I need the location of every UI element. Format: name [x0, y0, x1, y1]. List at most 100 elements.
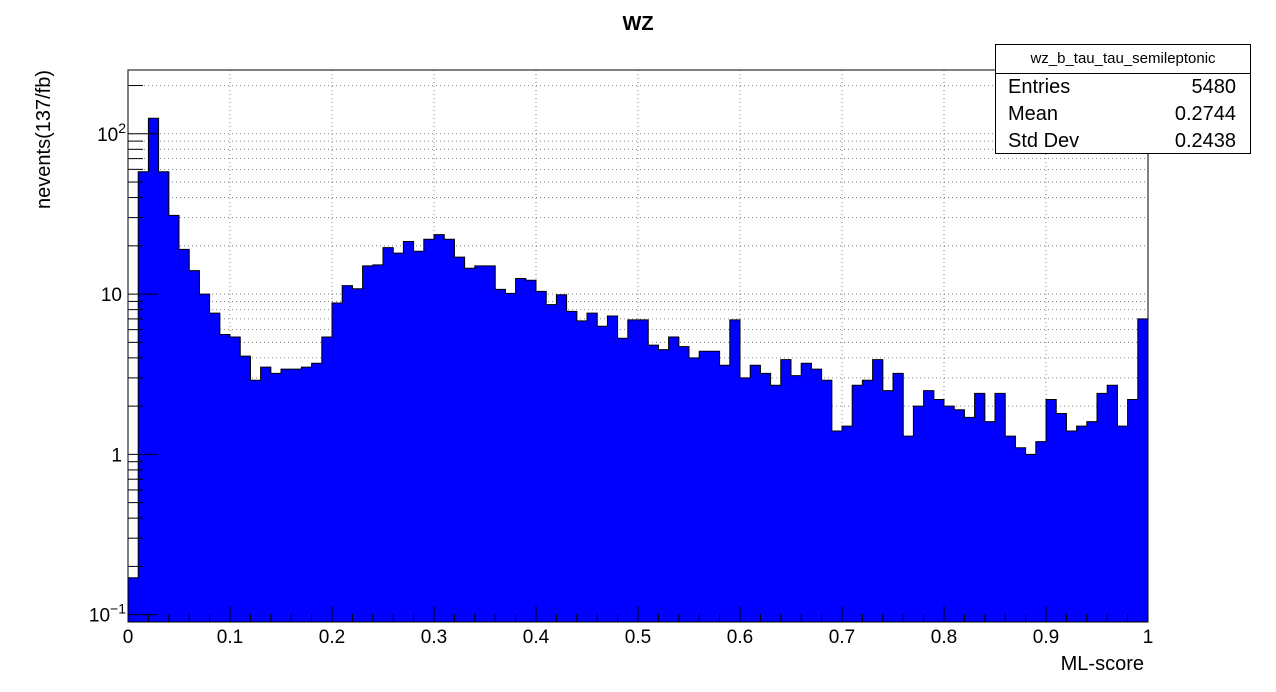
y-tick-label: 10	[101, 285, 122, 306]
histogram-bin	[138, 171, 149, 623]
histogram-bin	[862, 380, 873, 622]
histogram-bin	[311, 363, 323, 622]
histogram-bin	[678, 346, 690, 622]
histogram-bin	[454, 257, 465, 622]
histogram-bin	[699, 351, 710, 622]
histogram-bin	[893, 373, 904, 622]
stats-stddev-label: Std Dev	[1008, 130, 1080, 152]
histogram-bin	[1137, 318, 1149, 622]
histogram-bin	[230, 336, 241, 622]
stats-mean-row: Mean 0.2744	[996, 101, 1250, 128]
histogram-bin	[587, 313, 598, 622]
histogram-bin	[474, 265, 486, 622]
histogram-bin	[219, 334, 231, 622]
histogram-bin	[933, 399, 945, 622]
histogram-bin	[597, 326, 608, 622]
histogram-bin	[821, 380, 833, 622]
histogram-bin	[1107, 385, 1118, 622]
histogram-bin	[944, 406, 955, 622]
histogram-bin	[791, 375, 802, 622]
x-tick-label: 0.6	[727, 627, 753, 648]
histogram-bin	[556, 294, 567, 622]
histogram-bin	[964, 417, 975, 622]
histogram-bin	[1015, 447, 1026, 622]
histogram-bin	[719, 365, 731, 622]
histogram-bin	[729, 319, 741, 622]
histogram-bin	[444, 239, 455, 623]
histogram-bin	[321, 336, 333, 622]
histogram-bin	[281, 369, 292, 622]
x-tick-label: 0.9	[1033, 627, 1059, 648]
x-tick-label: 0.7	[829, 627, 855, 648]
histogram-bin	[740, 377, 751, 622]
histogram-bin	[270, 373, 282, 622]
histogram-bin	[128, 577, 139, 622]
histogram-bars	[128, 117, 1149, 623]
histogram-bin	[566, 311, 578, 622]
histogram-bin	[1117, 426, 1128, 622]
histogram-bin	[250, 380, 261, 622]
histogram-bin	[148, 118, 159, 623]
x-tick-label: 0.1	[217, 627, 243, 648]
histogram-bin	[1005, 436, 1016, 622]
histogram-bin	[189, 270, 200, 622]
histogram-bin	[954, 409, 965, 622]
x-tick-label: 0.3	[421, 627, 447, 648]
histogram-bin	[638, 319, 649, 622]
stats-box-title: wz_b_tau_tau_semileptonic	[996, 45, 1250, 74]
histogram-outline	[128, 117, 1148, 579]
histogram-bin	[658, 349, 669, 622]
histogram-bin	[872, 359, 884, 622]
histogram-bin	[760, 373, 771, 622]
histogram-bin	[352, 288, 363, 622]
histogram-bin	[240, 356, 251, 622]
histogram-bin	[576, 320, 588, 622]
histogram-bin	[209, 313, 221, 622]
histogram-bin	[515, 278, 527, 622]
x-tick-label: 0	[123, 627, 134, 648]
histogram-bin	[301, 367, 312, 622]
histogram-bin	[668, 336, 680, 622]
stats-entries-value: 5480	[1191, 76, 1237, 98]
histogram-bin	[485, 265, 496, 622]
histogram-bin	[1046, 399, 1057, 622]
x-axis: 0 0.1 0.2 0.3 0.4 0.5 0.6 0.7 0.8 0.9 1	[123, 606, 1153, 648]
histogram-bin	[882, 390, 894, 622]
histogram-bin	[780, 359, 792, 622]
histogram-bin	[842, 426, 853, 622]
histogram-bin	[383, 247, 394, 622]
histogram-bin	[1035, 441, 1047, 622]
histogram-bin	[1076, 426, 1088, 622]
histogram-bin	[291, 369, 302, 622]
histogram-bin	[434, 234, 445, 623]
histogram-bin	[372, 264, 384, 622]
y-tick-label: 10−1	[89, 601, 126, 627]
histogram-bin	[505, 293, 516, 622]
histogram-bin	[464, 268, 476, 622]
histogram-bin	[923, 390, 935, 622]
histogram-bin	[617, 338, 629, 622]
histogram-bin	[627, 319, 639, 622]
histogram-bin	[903, 436, 914, 622]
histogram-bin	[403, 241, 414, 622]
histogram-bin	[423, 239, 435, 623]
chart-title: WZ	[622, 13, 653, 35]
histogram-bin	[984, 421, 996, 622]
stats-box: wz_b_tau_tau_semileptonic Entries 5480 M…	[995, 44, 1251, 154]
histogram-bin	[831, 430, 843, 622]
stats-mean-label: Mean	[1008, 103, 1059, 125]
histogram-bin	[158, 171, 170, 623]
histogram-bin	[199, 294, 210, 622]
histogram-bin	[1025, 454, 1037, 622]
histogram-bin	[393, 253, 404, 622]
histogram-bin	[495, 289, 506, 622]
histogram-bin	[913, 406, 924, 622]
histogram-bin	[811, 369, 822, 622]
x-tick-label: 0.2	[319, 627, 345, 648]
histogram-bin	[168, 215, 180, 622]
histogram-bin	[1086, 421, 1098, 622]
histogram-bin	[413, 251, 425, 623]
x-tick-label: 0.5	[625, 627, 651, 648]
histogram-bin	[974, 393, 986, 622]
